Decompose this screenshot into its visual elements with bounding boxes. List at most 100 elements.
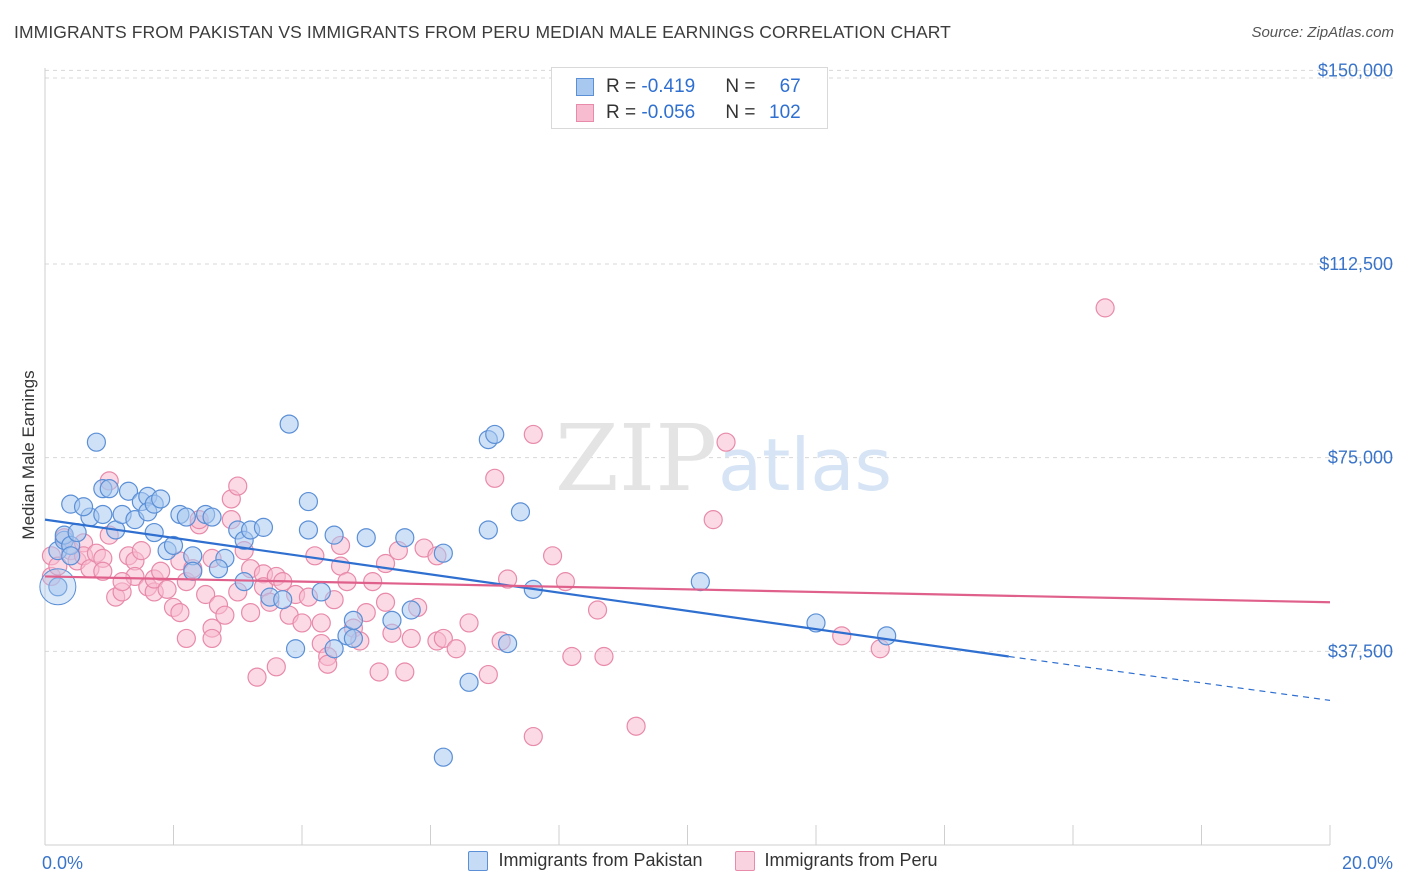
pakistan-point (433, 543, 453, 563)
pakistan-point (202, 507, 222, 527)
peru-point (176, 628, 196, 649)
trend-line-pakistan-extension (1008, 655, 1331, 701)
peru-point (93, 561, 113, 581)
pakistan-point (273, 590, 293, 610)
pakistan-point (311, 582, 331, 602)
peru-point (363, 572, 383, 592)
watermark: ZIP atlas (555, 405, 892, 512)
peru-point (202, 628, 222, 649)
legend-swatch-peru (734, 850, 755, 871)
legend-n-label: N = (725, 102, 761, 123)
peru-point (369, 662, 389, 682)
peru-point (395, 662, 415, 682)
peru-point (542, 546, 563, 566)
legend-r-value: -0.056 (641, 102, 696, 123)
peru-point (228, 476, 248, 496)
source-label: Source: ZipAtlas.com (1251, 24, 1394, 41)
peru-point (247, 667, 267, 687)
watermark-zip: ZIP (555, 405, 717, 512)
pakistan-point (382, 610, 402, 630)
legend-n-value: 67 (779, 76, 801, 97)
chart-title: IMMIGRANTS FROM PAKISTAN VS IMMIGRANTS F… (14, 22, 951, 42)
legend-swatch-pakistan (468, 850, 489, 871)
pakistan-point (67, 522, 87, 543)
pakistan-point (39, 568, 77, 606)
pakistan-point (877, 626, 897, 646)
peru-point (292, 613, 312, 633)
pakistan-point (690, 572, 710, 592)
peru-point (626, 716, 646, 736)
legend-r-label: R = (606, 76, 642, 97)
legend-label-pakistan: Immigrants from Pakistan (498, 850, 703, 870)
legend-r-value: -0.419 (641, 76, 696, 97)
legend-row-peru: R = -0.056 N = 102 (576, 101, 801, 125)
peru-point (241, 602, 261, 623)
pakistan-point (395, 528, 415, 548)
pakistan-point (176, 507, 196, 527)
legend-n-value: 102 (769, 102, 801, 123)
peru-point (594, 646, 614, 667)
peru-point (562, 646, 582, 667)
y-axis-title: Median Male Earnings (19, 370, 38, 539)
x-tick-label: 20.0% (1342, 853, 1393, 873)
trend-line-pakistan (44, 518, 1009, 658)
correlation-legend: R = -0.419 N = 67 R = -0.056 N = 102 (551, 67, 828, 129)
pakistan-point (298, 520, 319, 540)
peru-point (311, 613, 331, 633)
peru-point (375, 592, 396, 612)
tick-labels: $37,500 $75,000 $112,500 $150,000 0.0% 20.0% (42, 60, 1393, 873)
peru-point (485, 468, 505, 488)
pakistan-point (285, 639, 306, 659)
pakistan-point (510, 502, 531, 522)
pakistan-point (279, 414, 299, 434)
pakistan-point (324, 525, 344, 545)
peru-point (170, 602, 190, 623)
pakistan-point (151, 489, 171, 509)
pakistan-point (356, 528, 376, 548)
pakistan-point (99, 479, 119, 499)
legend-n-label: N = (725, 76, 761, 97)
peru-point (1095, 298, 1115, 318)
y-tick-label: $37,500 (1328, 641, 1393, 661)
peru-point (151, 561, 171, 581)
peru-point (523, 424, 543, 445)
peru-point (703, 510, 723, 530)
peru-point (523, 726, 543, 747)
pakistan-point (478, 520, 498, 540)
pakistan-point (343, 610, 363, 630)
pakistan-point (459, 672, 479, 692)
legend-r-label: R = (606, 102, 642, 123)
peru-point (266, 657, 286, 677)
pakistan-point (144, 522, 164, 543)
axes (44, 68, 1331, 846)
trend-lines (44, 518, 1331, 701)
pakistan-point (93, 504, 113, 525)
pakistan-point (401, 600, 421, 620)
peru-point (446, 639, 466, 659)
peru-point (215, 605, 235, 625)
pakistan-point (208, 559, 229, 579)
pakistan-point (118, 481, 139, 501)
pakistan-point (324, 639, 344, 659)
trend-line-peru (44, 575, 1331, 604)
pakistan-point (485, 424, 505, 445)
peru-point (196, 584, 216, 605)
legend-item-pakistan[interactable]: Immigrants from Pakistan (468, 850, 703, 871)
legend-row-pakistan: R = -0.419 N = 67 (576, 75, 801, 99)
pakistan-point (433, 747, 453, 767)
peru-point (587, 600, 608, 620)
peru-point (401, 628, 421, 649)
pakistan-point (73, 497, 94, 517)
pakistan-point (86, 432, 107, 452)
watermark-atlas: atlas (718, 423, 892, 507)
pakistan-point (183, 561, 203, 581)
legend-label-peru: Immigrants from Peru (764, 850, 938, 870)
peru-point (112, 572, 132, 592)
legend-item-peru[interactable]: Immigrants from Peru (734, 850, 938, 871)
peru-point (716, 432, 736, 452)
pakistan-point (498, 633, 518, 654)
y-tick-label: $150,000 (1318, 60, 1393, 80)
peru-point (131, 541, 151, 561)
peru-point (498, 569, 518, 589)
